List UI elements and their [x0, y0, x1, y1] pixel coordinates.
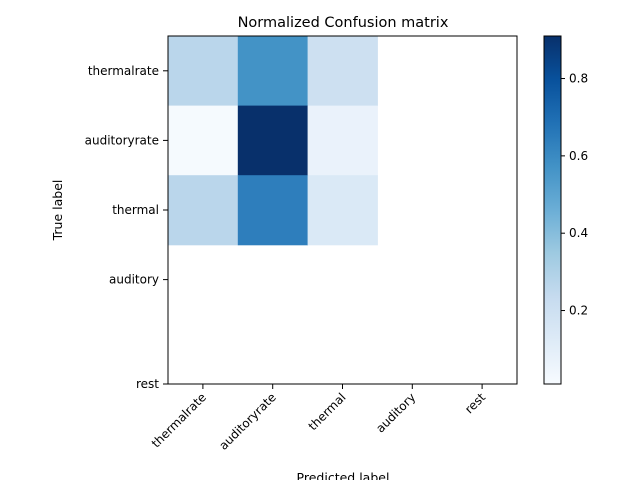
y-axis-label: True label — [50, 180, 65, 242]
heatmap-cell — [237, 36, 309, 107]
x-tick-label: auditory — [373, 390, 418, 435]
heatmap-cell — [168, 175, 239, 246]
y-axis: thermalrate auditoryrate thermal auditory re… — [85, 64, 168, 391]
colorbar-tick-label: 0.6 — [569, 149, 588, 163]
x-tick-label: auditoryrate — [216, 390, 278, 452]
heatmap-cell — [237, 105, 309, 176]
heatmap-cells — [168, 36, 378, 246]
colorbar — [543, 35, 562, 385]
x-axis: thermalrate auditoryrate thermal auditory re… — [149, 384, 488, 453]
chart-title: Normalized Confusion matrix — [238, 15, 449, 31]
heatmap-cell — [237, 175, 309, 246]
y-tick-label: thermal — [112, 203, 159, 217]
heatmap-cell — [307, 175, 378, 246]
y-tick-label: auditoryrate — [85, 133, 159, 147]
colorbar-tick-label: 0.8 — [569, 72, 588, 86]
colorbar-tick-label: 0.2 — [569, 304, 588, 318]
colorbar-axis: 0.2 0.4 0.6 0.8 — [561, 72, 588, 318]
y-tick-label: rest — [136, 377, 159, 391]
heatmap-cell — [168, 36, 239, 107]
x-tick-label: rest — [462, 390, 488, 416]
x-tick-label: thermal — [306, 390, 349, 433]
x-axis-label: Predicted label — [297, 470, 390, 480]
colorbar-tick-label: 0.4 — [569, 226, 588, 240]
heatmap-cell — [168, 105, 239, 176]
x-tick-label: thermalrate — [149, 390, 209, 450]
y-tick-label: thermalrate — [88, 64, 159, 78]
heatmap-cell — [307, 105, 378, 176]
y-tick-label: auditory — [109, 273, 159, 287]
heatmap-cell — [307, 36, 378, 107]
